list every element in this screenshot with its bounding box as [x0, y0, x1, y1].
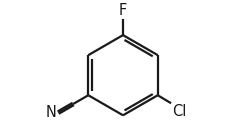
Text: F: F	[118, 3, 127, 18]
Text: Cl: Cl	[172, 104, 186, 119]
Text: N: N	[46, 105, 57, 120]
